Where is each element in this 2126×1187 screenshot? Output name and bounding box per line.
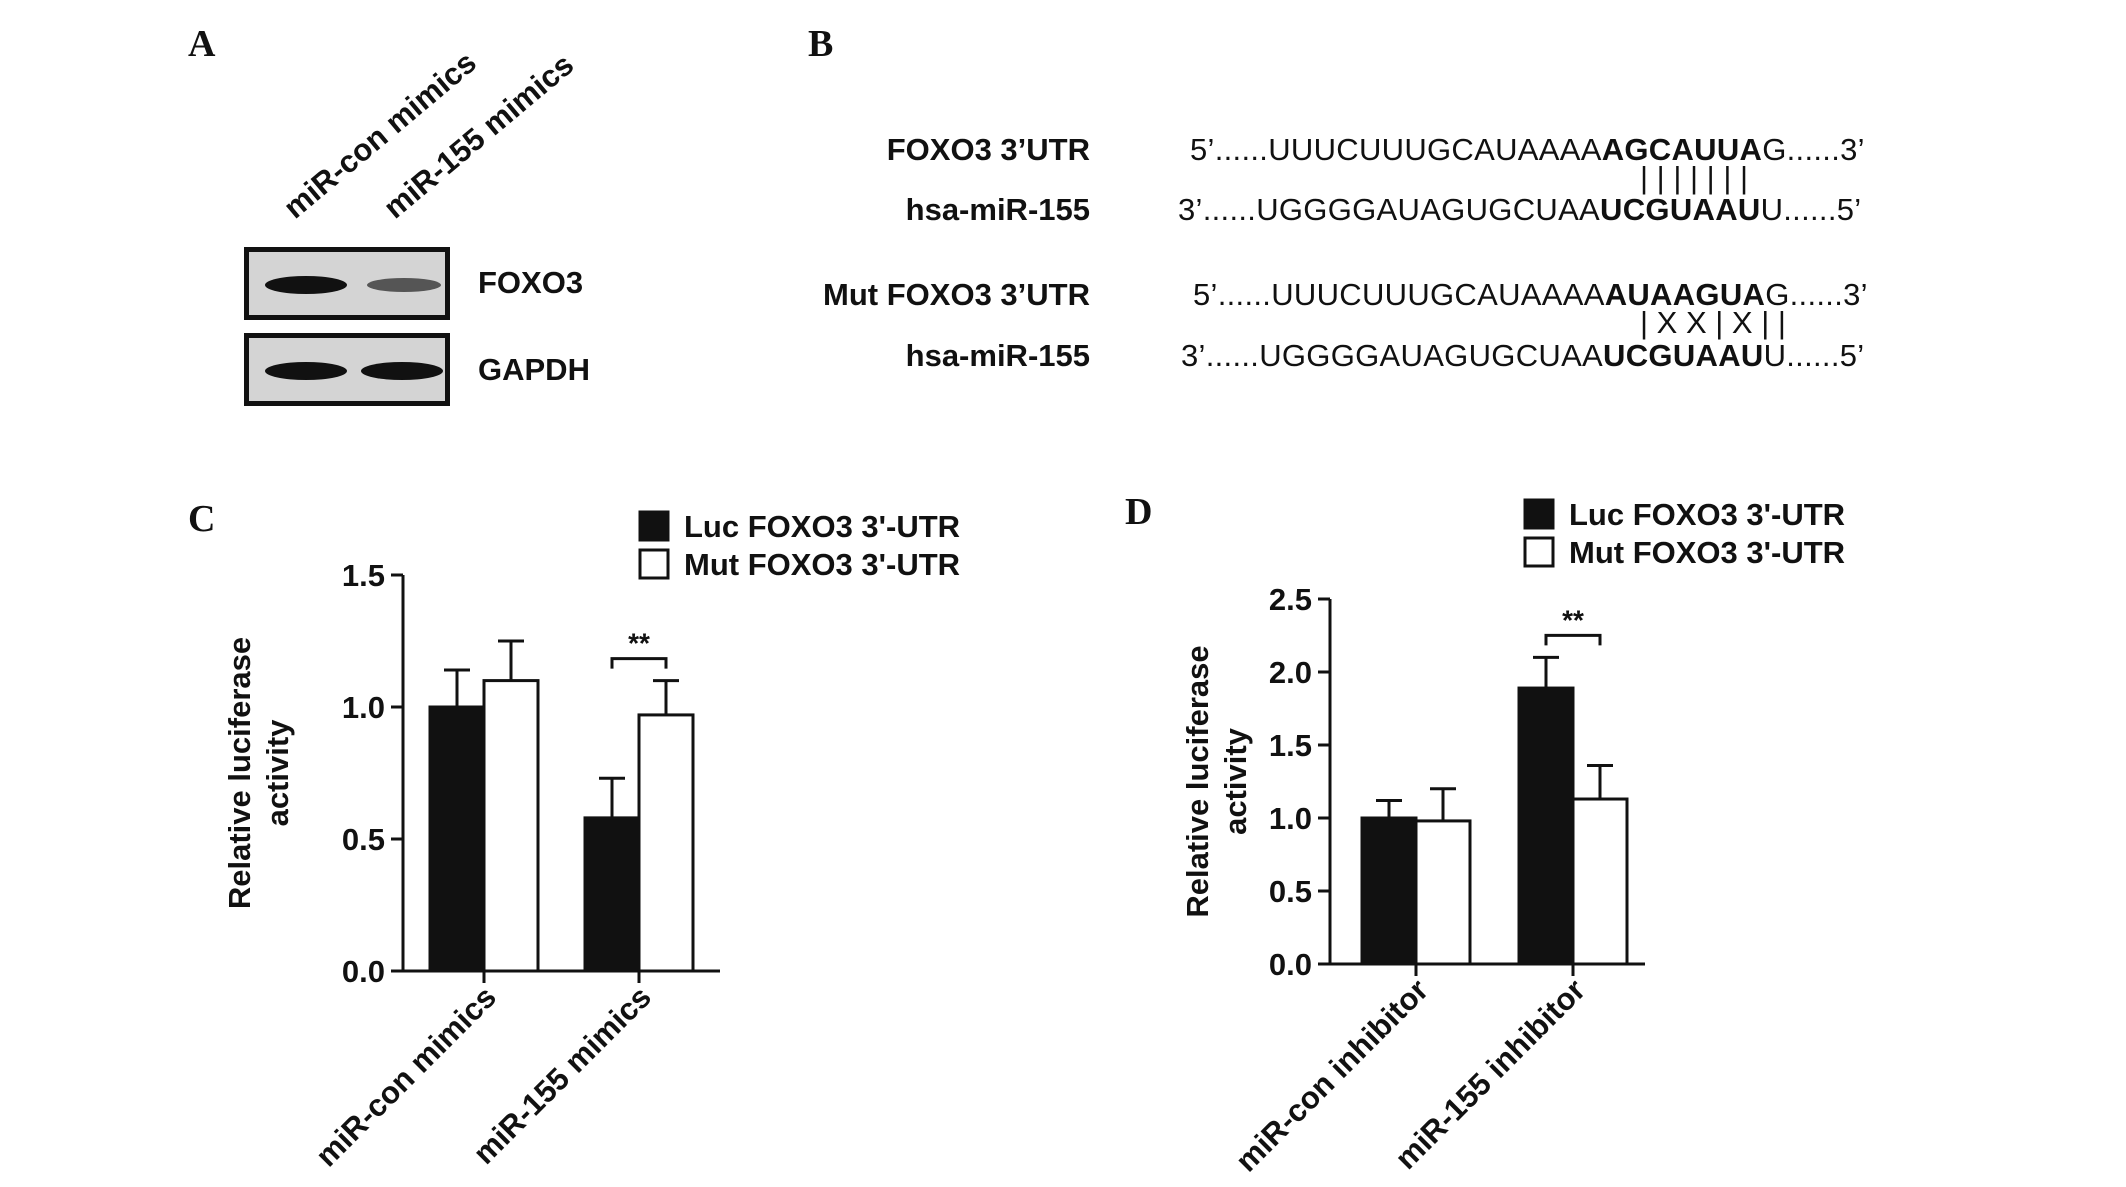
bar (1360, 816, 1418, 966)
sequence: 5’......UUUCUUUGCAUAAAAAUAAGUAG......3’ (1193, 277, 1868, 312)
blot-row-label: GAPDH (478, 352, 590, 387)
legend-label: Luc FOXO3 3'-UTR (684, 509, 960, 544)
bar-chart-d: 0.0 0.5 1.0 1.5 2.0 2.5 Relative luciferase act… (1180, 497, 1845, 1178)
bar (637, 713, 695, 973)
base-pairing: | X X | X | | (1640, 305, 1786, 340)
y-tick-label: 1.5 (342, 558, 385, 593)
blot-row-gapdh (244, 333, 450, 406)
bar (428, 705, 486, 973)
panel-label-d: D (1125, 491, 1153, 533)
bar (1517, 686, 1575, 966)
legend-label: Mut FOXO3 3'-UTR (684, 547, 960, 582)
y-tick-label: 1.0 (1269, 801, 1312, 836)
sequence: 3’......UGGGGAUAGUGCUAAUCGUAAUU......5’ (1178, 192, 1862, 227)
blot-row-foxo3 (244, 247, 450, 320)
y-tick-label: 1.5 (1269, 728, 1312, 763)
legend-swatch (1523, 498, 1555, 530)
legend-label: Mut FOXO3 3'-UTR (1569, 535, 1845, 570)
base-pairing: | | | | | | | (1640, 160, 1749, 195)
significance-label: ** (628, 628, 650, 659)
blot-band (361, 362, 443, 380)
sequence: 3’......UGGGGAUAGUGCUAAUCGUAAUU......5’ (1181, 338, 1865, 373)
panel-label-c: C (188, 498, 216, 540)
bar (1571, 797, 1629, 966)
bar (482, 679, 540, 973)
sequence-name: hsa-miR-155 (905, 338, 1090, 373)
y-tick-label: 1.0 (342, 690, 385, 725)
sequence: 5’......UUUCUUUGCAUAAAAAGCAUUAG......3’ (1190, 132, 1865, 167)
sequence-name: Mut FOXO3 3’UTR (823, 277, 1090, 312)
y-tick-label: 0.5 (1269, 874, 1312, 909)
significance-label: ** (1562, 604, 1584, 635)
bar (583, 816, 641, 973)
y-tick-label: 0.0 (1269, 947, 1312, 982)
sequence-name: hsa-miR-155 (905, 192, 1090, 227)
y-tick-label: 0.0 (342, 954, 385, 989)
y-tick-label: 0.5 (342, 822, 385, 857)
y-axis-label: Relative luciferase (1180, 645, 1215, 917)
y-axis-label: activity (1218, 727, 1253, 835)
legend-swatch (1523, 536, 1555, 568)
legend-swatch (638, 548, 670, 580)
legend-swatch (638, 510, 670, 542)
y-axis-label: activity (260, 719, 295, 827)
panel-label-a: A (188, 23, 216, 65)
blot-band (367, 278, 441, 292)
bar (1414, 819, 1472, 966)
y-tick-label: 2.0 (1269, 655, 1312, 690)
blot-row-label: FOXO3 (478, 265, 584, 300)
significance-bracket (1544, 633, 1602, 646)
sequence-name: FOXO3 3’UTR (886, 132, 1090, 167)
blot-band (265, 362, 347, 380)
legend-label: Luc FOXO3 3'-UTR (1569, 497, 1845, 532)
blot-band (265, 276, 347, 294)
panel-label-b: B (808, 23, 834, 65)
y-axis-label: Relative luciferase (222, 637, 257, 909)
significance-bracket (610, 657, 668, 669)
y-tick-label: 2.5 (1269, 582, 1312, 617)
